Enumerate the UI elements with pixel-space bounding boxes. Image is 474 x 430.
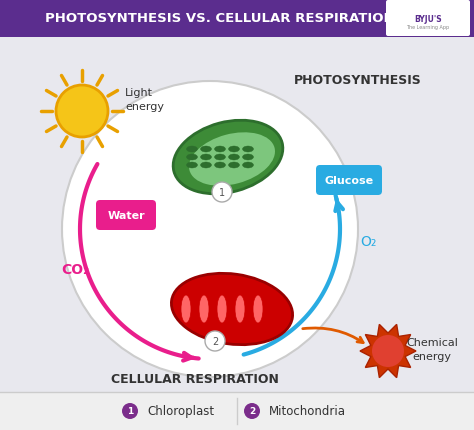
Text: Glucose: Glucose bbox=[324, 175, 374, 186]
Text: PHOTOSYNTHESIS VS. CELLULAR RESPIRATION: PHOTOSYNTHESIS VS. CELLULAR RESPIRATION bbox=[45, 12, 395, 25]
Ellipse shape bbox=[253, 295, 263, 323]
Circle shape bbox=[212, 183, 232, 203]
Ellipse shape bbox=[199, 295, 209, 323]
Ellipse shape bbox=[228, 155, 239, 161]
Ellipse shape bbox=[201, 155, 211, 161]
Text: CELLULAR RESPIRATION: CELLULAR RESPIRATION bbox=[111, 373, 279, 386]
FancyBboxPatch shape bbox=[96, 200, 156, 230]
Text: The Learning App: The Learning App bbox=[406, 25, 449, 31]
Text: Chemical
energy: Chemical energy bbox=[406, 338, 458, 361]
Bar bbox=[0, 392, 474, 430]
Text: Water: Water bbox=[107, 211, 145, 221]
Ellipse shape bbox=[243, 147, 254, 153]
Circle shape bbox=[122, 403, 138, 419]
Ellipse shape bbox=[186, 155, 198, 161]
Text: Mitochondria: Mitochondria bbox=[269, 405, 346, 418]
Ellipse shape bbox=[243, 163, 254, 169]
Ellipse shape bbox=[201, 147, 211, 153]
Ellipse shape bbox=[201, 163, 211, 169]
Text: 1: 1 bbox=[219, 187, 225, 197]
Ellipse shape bbox=[186, 147, 198, 153]
Text: Light
energy: Light energy bbox=[125, 88, 164, 111]
Ellipse shape bbox=[173, 121, 283, 194]
Circle shape bbox=[205, 331, 225, 351]
Ellipse shape bbox=[228, 147, 239, 153]
Circle shape bbox=[244, 403, 260, 419]
Ellipse shape bbox=[228, 163, 239, 169]
Text: Chloroplast: Chloroplast bbox=[147, 405, 214, 418]
FancyBboxPatch shape bbox=[316, 166, 382, 196]
Ellipse shape bbox=[189, 133, 275, 186]
Bar bbox=[0, 0, 474, 38]
Text: 1: 1 bbox=[127, 406, 133, 415]
Ellipse shape bbox=[243, 155, 254, 161]
Text: 2: 2 bbox=[249, 406, 255, 415]
Text: BYJU'S: BYJU'S bbox=[414, 15, 442, 24]
FancyBboxPatch shape bbox=[386, 1, 470, 37]
Polygon shape bbox=[360, 325, 416, 378]
Ellipse shape bbox=[217, 295, 227, 323]
Ellipse shape bbox=[235, 295, 245, 323]
Text: O₂: O₂ bbox=[360, 234, 376, 249]
Circle shape bbox=[62, 82, 358, 377]
Ellipse shape bbox=[215, 147, 226, 153]
Circle shape bbox=[372, 335, 404, 367]
Ellipse shape bbox=[172, 273, 292, 345]
Text: CO₂: CO₂ bbox=[61, 262, 89, 276]
Ellipse shape bbox=[181, 295, 191, 323]
Ellipse shape bbox=[186, 163, 198, 169]
Circle shape bbox=[56, 86, 108, 138]
Text: PHOTOSYNTHESIS: PHOTOSYNTHESIS bbox=[294, 74, 422, 86]
Text: 2: 2 bbox=[212, 336, 218, 346]
Ellipse shape bbox=[215, 155, 226, 161]
Ellipse shape bbox=[215, 163, 226, 169]
